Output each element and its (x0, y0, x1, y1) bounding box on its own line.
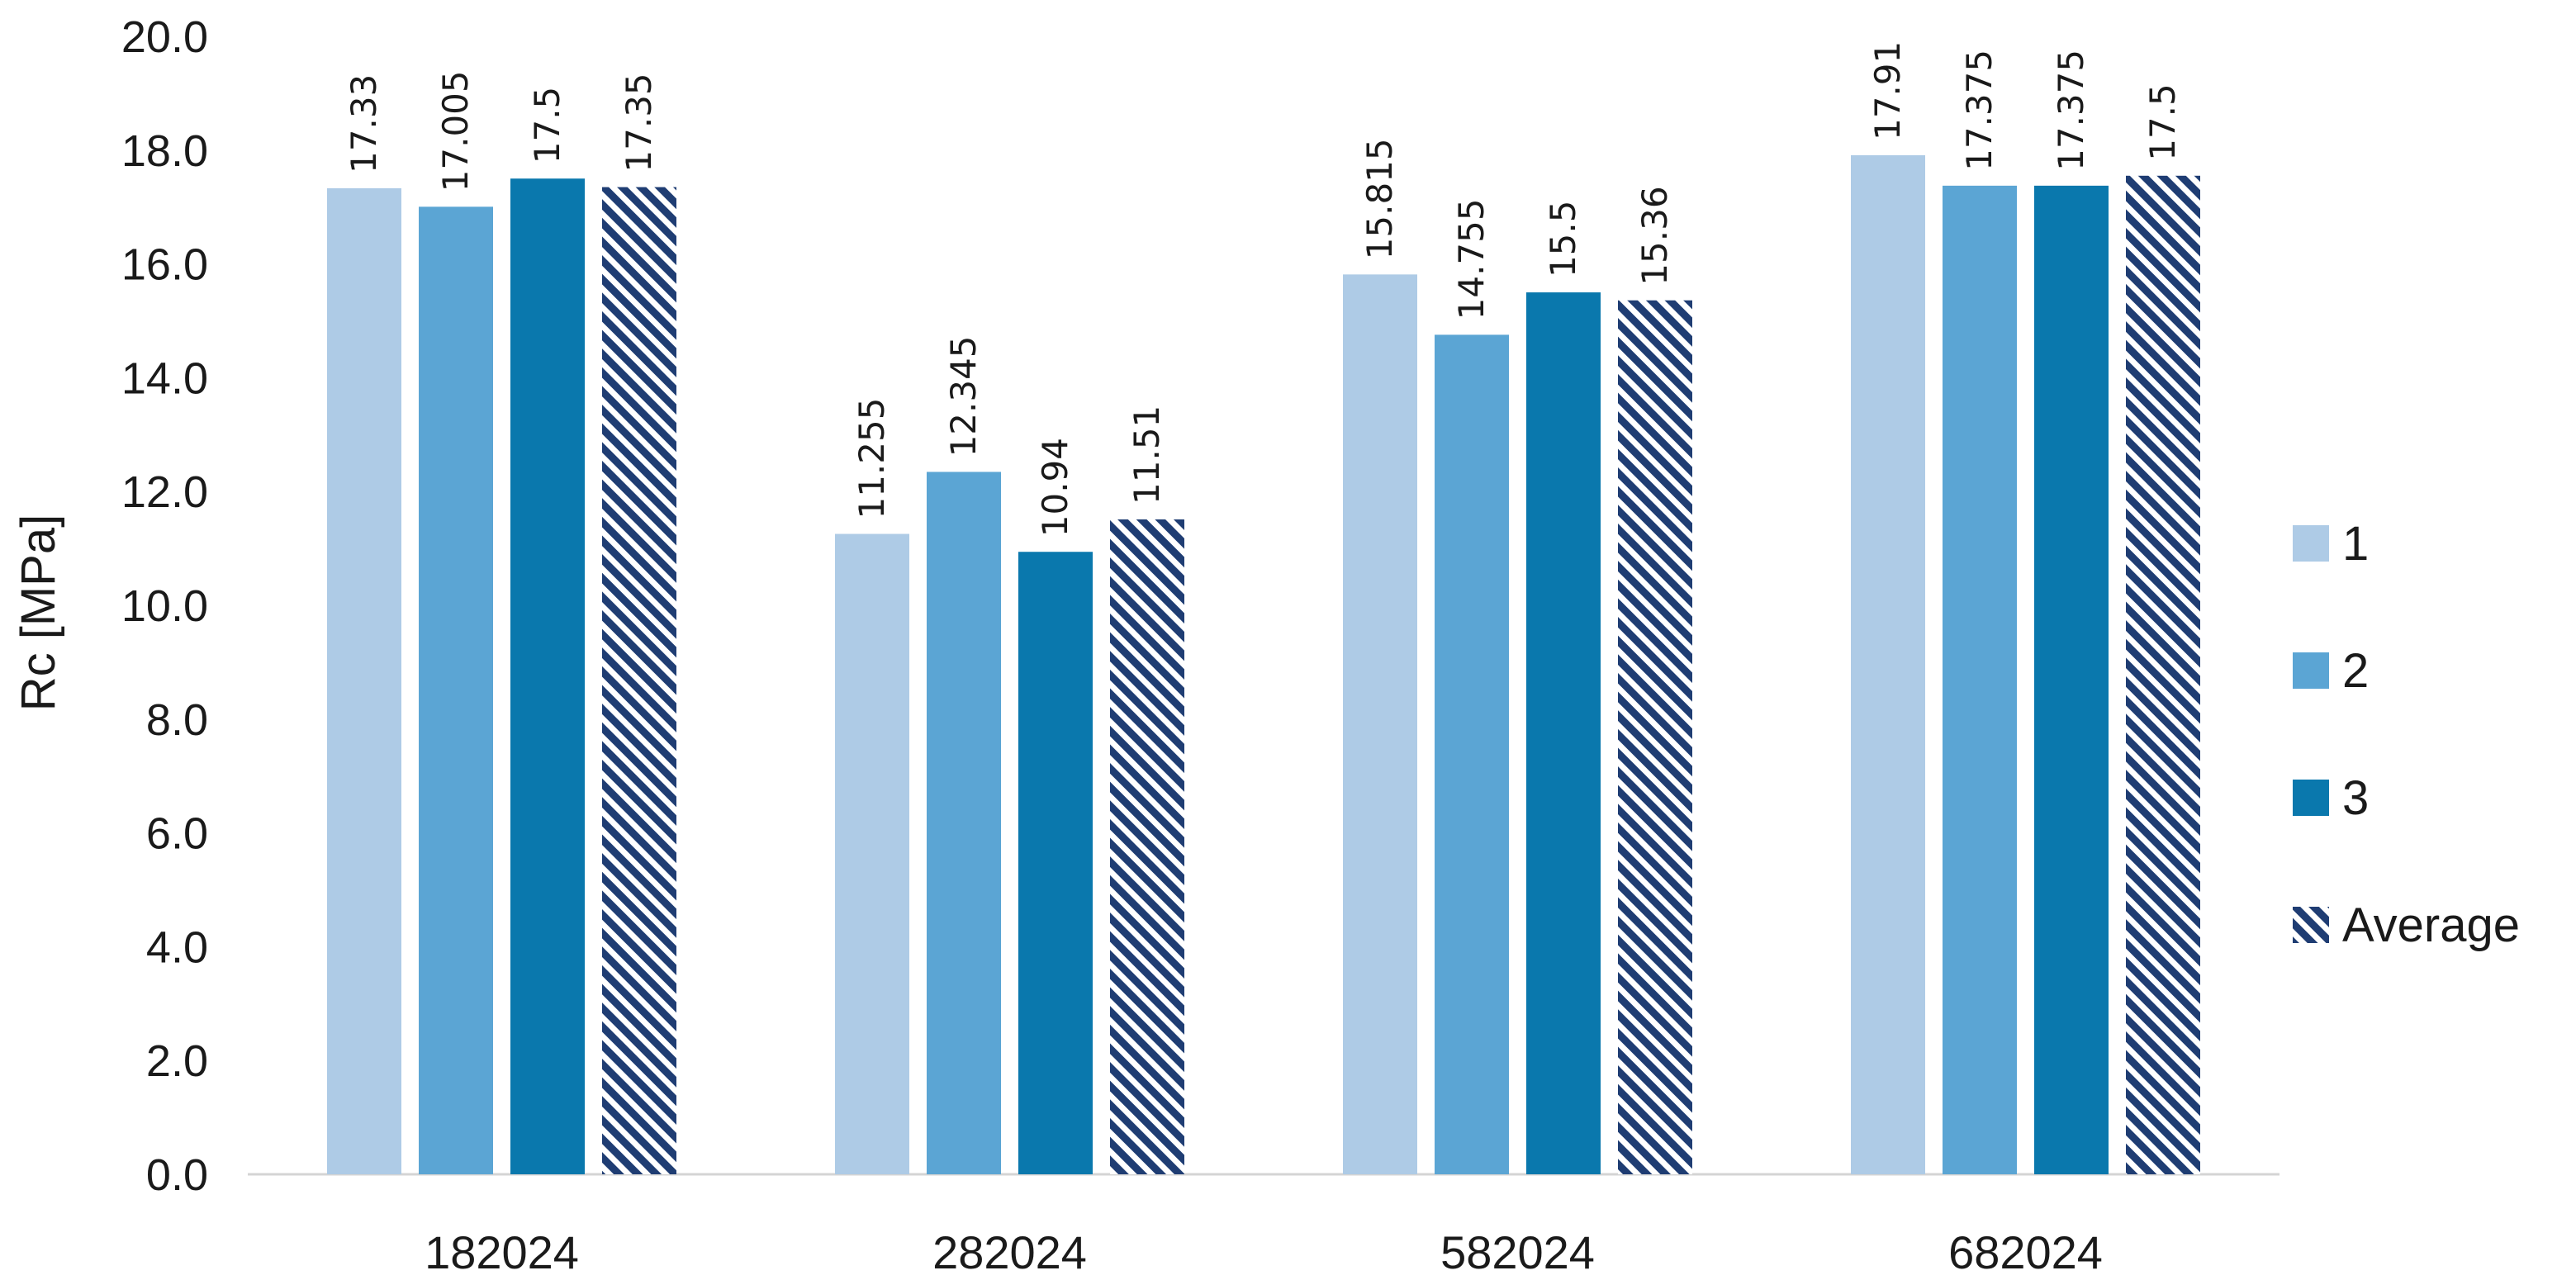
data-label: 17.5 (527, 87, 567, 164)
legend-label-average: Average (2342, 898, 2520, 952)
y-tick-label: 8.0 (146, 695, 208, 745)
x-category-label: 282024 (932, 1226, 1087, 1278)
data-label: 17.375 (1959, 50, 2000, 171)
legend-swatch-2 (2293, 652, 2329, 689)
bar-282024-series-2 (927, 472, 1001, 1174)
y-tick-label: 12.0 (121, 467, 208, 517)
data-label: 17.005 (435, 70, 476, 192)
bars (327, 155, 2200, 1175)
data-label: 14.755 (1451, 198, 1492, 320)
bar-282024-series-average (1110, 519, 1184, 1174)
data-label: 10.94 (1035, 438, 1075, 537)
legend-swatch-1 (2293, 525, 2329, 562)
bar-182024-series-1 (327, 187, 401, 1174)
legend-label-3: 3 (2342, 771, 2369, 825)
bar-182024-series-3 (510, 178, 585, 1174)
y-tick-label: 2.0 (146, 1036, 208, 1086)
bar-582024-series-2 (1435, 334, 1509, 1174)
bar-682024-series-2 (1943, 185, 2017, 1174)
data-label: 17.91 (1867, 41, 1908, 140)
legend-label-1: 1 (2342, 517, 2369, 571)
y-axis-ticks: 0.0 2.0 4.0 6.0 8.0 10.0 12.0 14.0 16.0 18.0 20.0 (121, 12, 208, 1200)
data-labels: 17.33 17.005 17.5 17.35 11.255 12.345 10.94 11.… (344, 41, 2183, 537)
data-label: 17.33 (344, 74, 384, 173)
data-label: 17.35 (619, 73, 659, 172)
data-label: 11.51 (1127, 405, 1167, 505)
y-tick-label: 18.0 (121, 126, 208, 176)
y-tick-label: 14.0 (121, 353, 208, 403)
y-tick-label: 6.0 (146, 809, 208, 859)
legend-label-2: 2 (2342, 644, 2369, 698)
bar-682024-series-1 (1851, 155, 1925, 1175)
y-tick-label: 20.0 (121, 12, 208, 62)
data-label: 15.5 (1543, 201, 1583, 278)
bar-682024-series-3 (2034, 185, 2109, 1174)
data-label: 17.375 (2051, 50, 2091, 171)
bar-282024-series-3 (1018, 552, 1093, 1174)
legend-swatch-3 (2293, 780, 2329, 816)
data-label: 15.815 (1359, 138, 1400, 259)
legend-swatch-average (2293, 907, 2329, 943)
data-label: 11.255 (852, 398, 892, 519)
bar-582024-series-average (1618, 300, 1692, 1174)
bar-182024-series-average (602, 187, 676, 1175)
y-tick-label: 10.0 (121, 581, 208, 631)
y-tick-label: 4.0 (146, 922, 208, 972)
x-category-label: 182024 (425, 1226, 579, 1278)
bar-182024-series-2 (419, 206, 493, 1175)
x-category-label: 582024 (1440, 1226, 1595, 1278)
legend: 1 2 3 Average (2293, 517, 2520, 952)
data-label: 12.345 (943, 335, 984, 457)
bar-582024-series-1 (1343, 274, 1417, 1175)
y-tick-label: 16.0 (121, 240, 208, 290)
category-labels: 182024 282024 582024 682024 (425, 1226, 2103, 1278)
bar-282024-series-1 (835, 533, 909, 1174)
data-label: 17.5 (2142, 83, 2183, 161)
bar-682024-series-average (2126, 175, 2200, 1175)
y-tick-label: 0.0 (146, 1150, 208, 1200)
data-label: 15.36 (1634, 186, 1675, 285)
bar-582024-series-3 (1526, 292, 1601, 1174)
y-axis-title: Rc [MPa] (12, 514, 65, 712)
x-category-label: 682024 (1948, 1226, 2103, 1278)
